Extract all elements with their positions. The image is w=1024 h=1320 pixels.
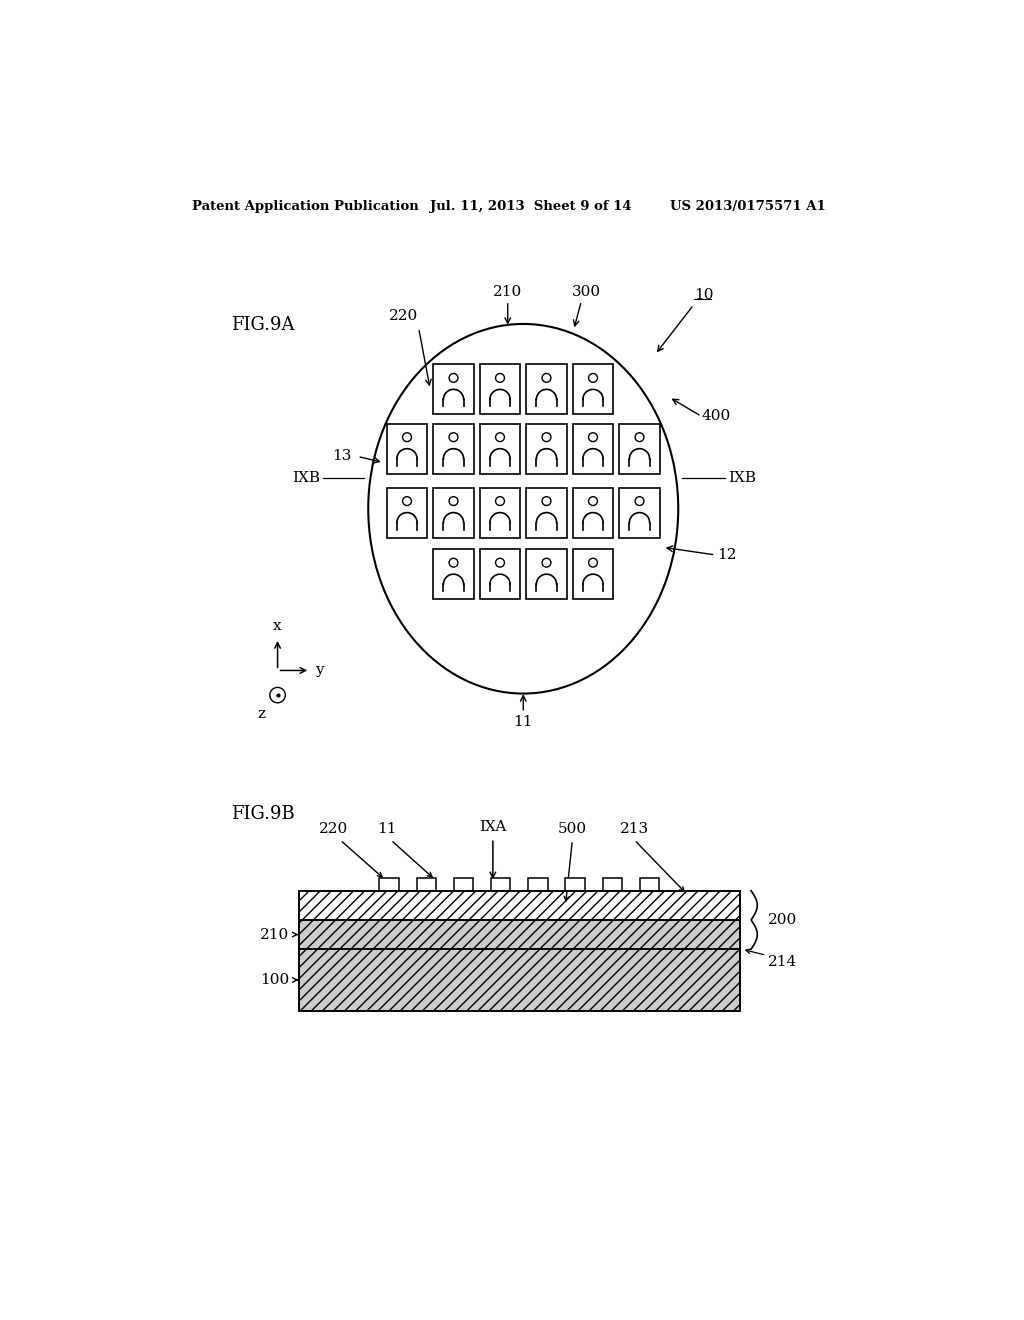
Bar <box>492 878 510 891</box>
Circle shape <box>635 433 644 442</box>
Circle shape <box>450 433 458 442</box>
Text: US 2013/0175571 A1: US 2013/0175571 A1 <box>671 199 826 213</box>
Text: 300: 300 <box>572 285 601 298</box>
Bar <box>299 920 740 949</box>
Text: 220: 220 <box>388 309 418 323</box>
Bar <box>480 364 520 414</box>
Text: FIG.9B: FIG.9B <box>231 805 295 824</box>
Bar <box>620 487 659 537</box>
Bar <box>380 878 399 891</box>
Circle shape <box>496 558 505 568</box>
Text: IXB: IXB <box>729 471 757 484</box>
Bar <box>433 549 474 599</box>
Bar <box>526 487 566 537</box>
Circle shape <box>589 374 597 383</box>
Text: 200: 200 <box>768 913 798 927</box>
Circle shape <box>496 374 505 383</box>
Bar <box>640 878 659 891</box>
Text: 500: 500 <box>558 822 587 836</box>
Text: 11: 11 <box>513 715 534 729</box>
Text: 213: 213 <box>620 822 649 836</box>
Text: Patent Application Publication: Patent Application Publication <box>191 199 418 213</box>
Circle shape <box>450 496 458 506</box>
Circle shape <box>402 496 412 506</box>
Text: 220: 220 <box>319 822 348 836</box>
Circle shape <box>496 433 505 442</box>
Text: x: x <box>273 619 282 634</box>
Bar <box>565 878 585 891</box>
Bar <box>299 949 740 1011</box>
Bar <box>417 878 436 891</box>
Bar <box>620 424 659 474</box>
Circle shape <box>402 433 412 442</box>
Circle shape <box>589 496 597 506</box>
Bar <box>526 424 566 474</box>
Circle shape <box>542 433 551 442</box>
Bar <box>454 878 473 891</box>
Circle shape <box>589 433 597 442</box>
Bar <box>480 487 520 537</box>
Bar <box>480 424 520 474</box>
Circle shape <box>270 688 286 702</box>
Text: 214: 214 <box>768 956 798 969</box>
Bar <box>526 549 566 599</box>
Text: FIG.9A: FIG.9A <box>231 317 295 334</box>
Text: 11: 11 <box>377 822 396 836</box>
Circle shape <box>450 374 458 383</box>
Text: 100: 100 <box>260 973 289 987</box>
Circle shape <box>635 496 644 506</box>
Text: Jul. 11, 2013  Sheet 9 of 14: Jul. 11, 2013 Sheet 9 of 14 <box>430 199 632 213</box>
Bar <box>480 549 520 599</box>
Bar <box>433 424 474 474</box>
Circle shape <box>542 558 551 568</box>
Text: 10: 10 <box>693 288 714 302</box>
Text: 400: 400 <box>701 409 731 424</box>
Circle shape <box>589 558 597 568</box>
Bar <box>433 487 474 537</box>
Bar <box>526 364 566 414</box>
Bar <box>299 891 740 920</box>
Bar <box>387 487 427 537</box>
Circle shape <box>542 496 551 506</box>
Text: 13: 13 <box>332 449 351 463</box>
Bar <box>603 878 622 891</box>
Bar <box>572 364 613 414</box>
Bar <box>572 487 613 537</box>
Text: IXA: IXA <box>479 820 507 834</box>
Circle shape <box>542 374 551 383</box>
Bar <box>433 364 474 414</box>
Circle shape <box>450 558 458 568</box>
Text: 210: 210 <box>494 285 522 298</box>
Bar <box>528 878 548 891</box>
Text: y: y <box>314 664 324 677</box>
Text: 12: 12 <box>717 548 736 562</box>
Circle shape <box>496 496 505 506</box>
Text: IXB: IXB <box>292 471 321 484</box>
Text: z: z <box>257 708 265 722</box>
Text: 210: 210 <box>260 928 289 941</box>
Bar <box>387 424 427 474</box>
Bar <box>572 424 613 474</box>
Bar <box>572 549 613 599</box>
